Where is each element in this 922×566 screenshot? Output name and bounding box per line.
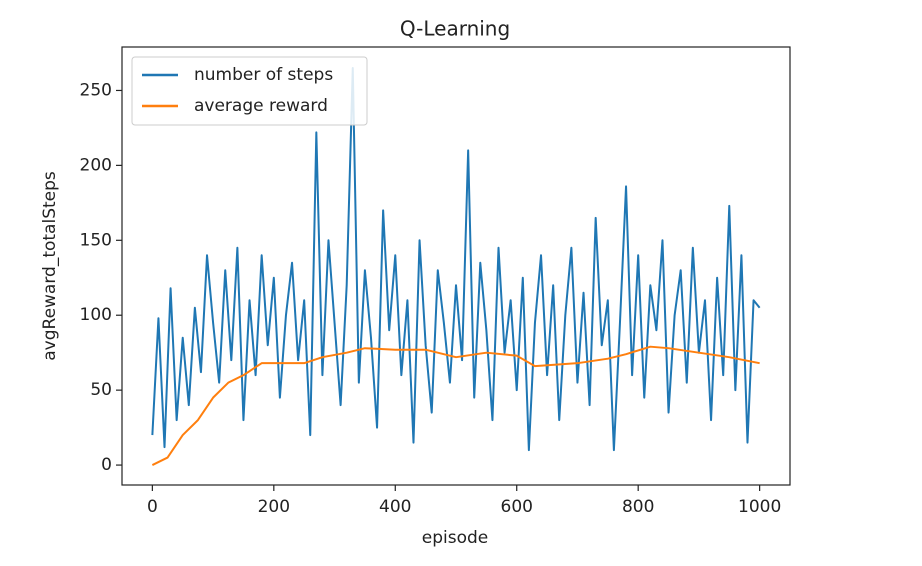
x-tick-label: 1000 — [738, 497, 781, 517]
x-tick-label: 0 — [147, 497, 158, 517]
x-tick-label: 800 — [622, 497, 654, 517]
data-line — [151, 345, 760, 466]
legend-label: average reward — [194, 96, 328, 116]
x-axis-label: episode — [422, 528, 488, 548]
y-tick-label: 250 — [80, 80, 112, 100]
y-tick-label: 50 — [90, 380, 112, 400]
plot-frame — [121, 46, 791, 486]
y-axis-label: avgReward_totalSteps — [40, 171, 60, 361]
legend-box — [131, 56, 368, 126]
x-tick-label: 600 — [501, 497, 533, 517]
y-tick-label: 200 — [80, 155, 112, 175]
y-tick-label: 0 — [101, 455, 112, 475]
legend-label: number of steps — [194, 65, 333, 85]
chart-title: Q-Learning — [400, 17, 510, 41]
x-tick-label: 200 — [258, 497, 290, 517]
y-tick-label: 100 — [80, 305, 112, 325]
y-tick-label: 150 — [80, 230, 112, 250]
data-line — [151, 66, 761, 452]
x-tick-label: 400 — [379, 497, 411, 517]
